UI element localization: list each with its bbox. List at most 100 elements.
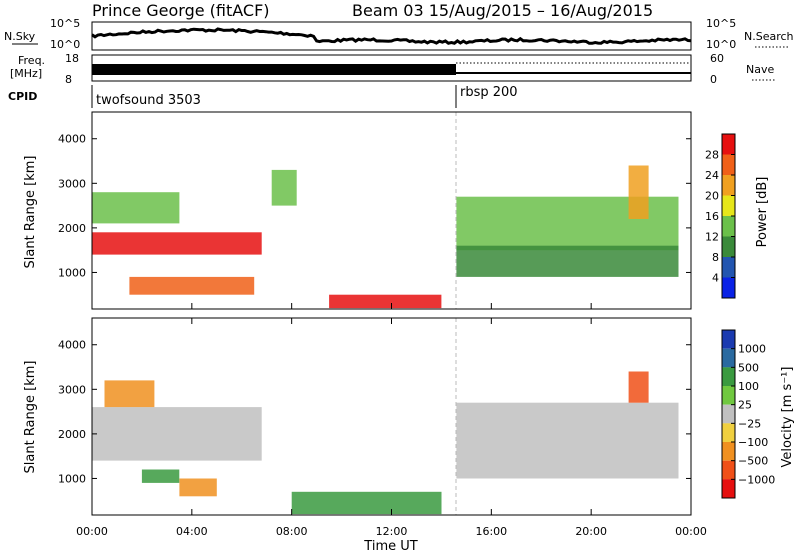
velocity-cbar-swatch [722,348,735,368]
velocity-region-6 [628,371,649,403]
power-colorbar: 4 8 12 16 20 24 28 [705,133,736,299]
velocity-region-3 [141,469,180,483]
x-tick-label: 08:00 [276,525,308,538]
velocity-region-4 [291,491,442,515]
power-cbar-tick-label: 4 [712,272,719,285]
power-panel: 1000 2000 3000 4000 Slant Range [km] [23,111,692,310]
velocity-panel: 1000 2000 3000 4000 Slant Range [km] [23,317,692,516]
x-tick-label: 12:00 [376,525,408,538]
y-tick-label: 1000 [58,472,86,485]
freq-trace-block [92,64,456,75]
velocity-cbar-swatch [722,330,735,349]
y-tick-label: 1000 [58,266,86,279]
x-tick-label: 00:00 [675,525,707,538]
power-cbar-tick-label: 28 [705,149,719,162]
nave-label: Nave [746,63,774,76]
nsky-label: N.Sky [4,30,36,43]
power-cbar-swatch [722,277,735,298]
nsearch-tick-bottom: 10^0 [706,38,736,51]
nsearch-tick-top: 10^5 [706,17,736,30]
velocity-cbar-swatch [722,404,735,424]
velocity-region-2 [179,478,217,497]
power-cbar-swatch [722,154,735,175]
velocity-cbar-tick-label: 100 [738,380,759,393]
y-tick-label: 2000 [58,222,86,235]
power-cbar-swatch [722,236,735,257]
power-data-layer [92,165,679,309]
power-region-4 [271,169,297,206]
velocity-cbar-swatch [722,479,735,498]
velocity-cbar-tick-label: −100 [738,436,768,449]
velocity-region-5 [456,402,679,479]
power-region-0 [92,232,262,255]
velocity-cbar-swatch [722,460,735,480]
nsky-panel: N.Sky 10^5 10^0 10^5 10^0 N.Search [4,17,794,51]
station-title: Prince George (fitACF) [92,1,270,20]
freq-panel: Freq. [MHz] 18 8 60 0 Nave [10,52,776,86]
velocity-cbar-tick-label: 25 [738,399,752,412]
power-cbar-tick-label: 20 [705,190,719,203]
beam-date-title: Beam 03 15/Aug/2015 – 16/Aug/2015 [352,1,653,20]
power-region-6 [456,245,679,277]
velocity-ylabel: Slant Range [km] [23,361,38,474]
power-cbar-swatch [722,134,735,155]
power-region-1 [129,276,255,295]
cpid-segment-1: twofsound 3503 [96,93,201,108]
cpid-segment-2: rbsp 200 [460,85,518,100]
cpid-strip: CPID twofsound 3503 rbsp 200 [8,85,518,108]
velocity-cbar-swatch [722,442,735,461]
x-tick-label: 20:00 [575,525,607,538]
y-tick-label: 4000 [58,133,86,146]
freq-label-2: [MHz] [10,67,42,80]
power-cbar-swatch [722,216,735,237]
nsky-tick-top: 10^5 [50,17,80,30]
velocity-cbar-frame [721,329,736,499]
nave-tick-bottom: 0 [710,73,717,86]
power-region-3 [329,294,442,309]
power-cbar-tick-label: 24 [705,169,719,182]
velocity-cbar-tick-label: 1000 [738,343,766,356]
power-region-2 [92,192,180,224]
power-colorbar-label: Power [dB] [755,177,770,248]
cpid-label: CPID [8,90,37,103]
power-cbar-swatch [722,175,735,196]
velocity-cbar-tick-label: 500 [738,361,759,374]
velocity-cbar-swatch [722,423,735,442]
velocity-cbar-tick-label: −500 [738,455,768,468]
freq-label-1: Freq. [18,54,45,67]
nave-tick-top: 60 [710,52,724,65]
time-axis-label: Time UT [363,539,417,554]
velocity-y-axis: 1000 2000 3000 4000 [58,339,691,485]
y-tick-label: 2000 [58,428,86,441]
power-y-axis: 1000 2000 3000 4000 [58,133,691,279]
velocity-cbar-swatch [722,367,735,386]
x-tick-label: 16:00 [475,525,507,538]
y-tick-label: 3000 [58,383,86,396]
power-cbar-tick-label: 12 [705,231,719,244]
velocity-region-0 [92,407,262,461]
velocity-colorbar-label: Velocity [m s⁻¹] [780,367,795,468]
nsearch-label: N.Search [744,30,794,43]
y-tick-label: 4000 [58,339,86,352]
velocity-cbar-tick-label: −25 [738,417,761,430]
velocity-cbar-tick-label: −1000 [738,473,775,486]
velocity-data-layer [92,371,679,515]
power-cbar-tick-label: 16 [705,210,719,223]
power-ylabel: Slant Range [km] [23,156,38,269]
y-tick-label: 3000 [58,177,86,190]
freq-tick-bottom: 8 [65,73,72,86]
nsky-trace [91,27,692,45]
power-region-7 [628,165,649,219]
x-tick-label: 04:00 [176,525,208,538]
power-cbar-swatch [722,195,735,216]
nsky-tick-bottom: 10^0 [50,38,80,51]
velocity-colorbar: 1000 500 100 25 −25 −100 −500 −1000 [721,329,775,499]
velocity-cbar-swatch [722,386,735,405]
x-tick-label: 00:00 [76,525,108,538]
power-cbar-tick-label: 8 [712,251,719,264]
velocity-region-1 [104,380,155,408]
freq-tick-top: 18 [65,52,79,65]
power-cbar-swatch [722,257,735,278]
time-axis: 00:00 04:00 08:00 12:00 16:00 20:00 00:00 [76,303,707,538]
